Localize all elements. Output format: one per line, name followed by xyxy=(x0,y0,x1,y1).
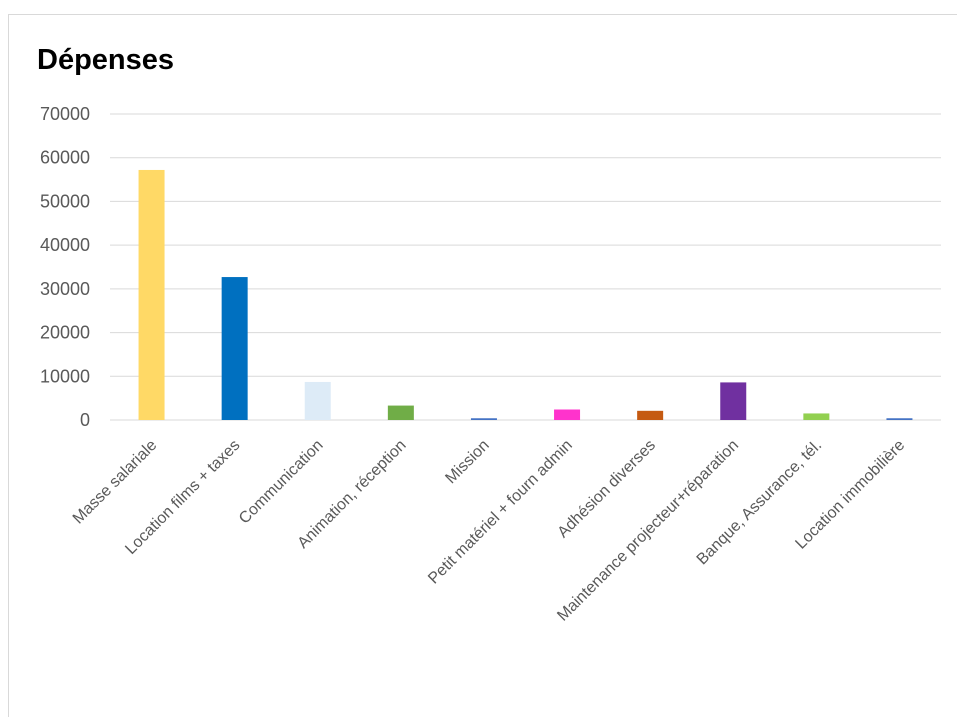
y-tick-label: 70000 xyxy=(40,104,90,124)
bars xyxy=(138,169,913,420)
y-axis-tick-labels: 0 10000 20000 30000 40000 50000 60000 70000 xyxy=(40,104,90,430)
bar-1 xyxy=(138,169,165,420)
bar-2 xyxy=(221,277,248,420)
gridlines xyxy=(110,113,941,421)
x-category-label: Mission xyxy=(442,437,492,487)
bar-10 xyxy=(886,418,913,420)
y-tick-label: 20000 xyxy=(40,323,90,343)
y-tick-label: 10000 xyxy=(40,366,90,386)
bar-4 xyxy=(387,405,414,420)
bar-8 xyxy=(720,382,747,420)
chart-title: Dépenses xyxy=(37,44,174,76)
x-category-label: Communication xyxy=(236,437,327,528)
bar-7 xyxy=(637,410,664,420)
y-tick-label: 60000 xyxy=(40,148,90,168)
y-tick-label: 40000 xyxy=(40,235,90,255)
bar-5 xyxy=(470,418,497,420)
y-tick-label: 50000 xyxy=(40,191,90,211)
y-tick-label: 30000 xyxy=(40,279,90,299)
x-category-label: Maintenance projecteur+réparation xyxy=(554,437,742,625)
bar-3 xyxy=(304,381,331,420)
chart-frame xyxy=(8,14,957,717)
x-category-label: Masse salariale xyxy=(70,437,161,528)
x-category-label: Petit matériel + fourn admin xyxy=(425,437,576,588)
y-tick-label: 0 xyxy=(80,410,90,430)
bar-6 xyxy=(554,409,581,420)
bar-9 xyxy=(803,413,830,420)
